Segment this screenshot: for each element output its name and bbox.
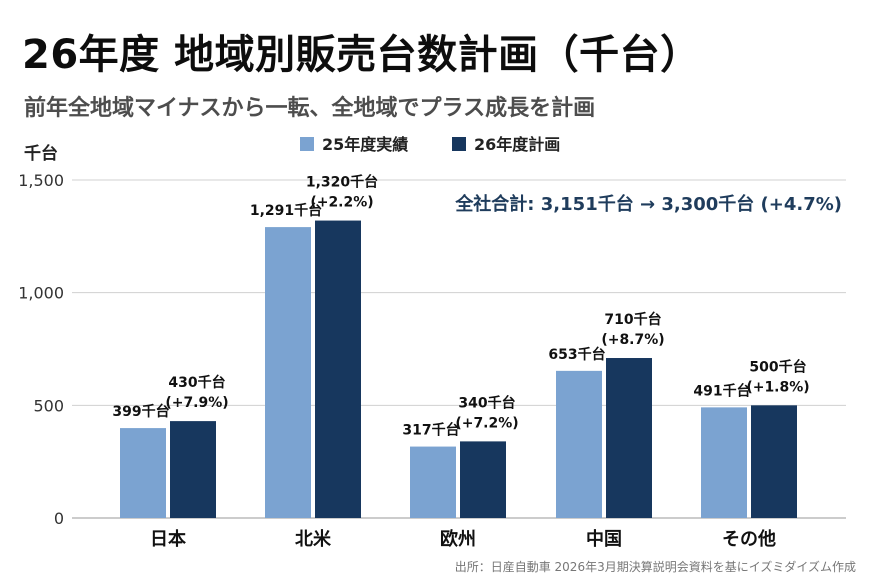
- y-tick-label: 1,000: [18, 284, 64, 303]
- bar-series-2: [315, 220, 361, 518]
- data-label: 1,320千台: [306, 174, 378, 191]
- y-tick-label: 0: [54, 509, 64, 528]
- growth-label: (+7.2%): [455, 415, 518, 431]
- legend-label: 25年度実績: [322, 135, 408, 154]
- bar-series-1: [556, 370, 602, 518]
- data-label: 653千台: [548, 346, 605, 363]
- data-label: 710千台: [604, 311, 661, 328]
- bar-series-1: [701, 407, 747, 518]
- data-label: 1,291千台: [250, 202, 322, 219]
- bar-series-1: [265, 227, 311, 518]
- growth-label: (+1.8%): [746, 379, 809, 395]
- legend-swatch: [300, 137, 314, 151]
- growth-label: (+7.9%): [165, 395, 228, 411]
- data-label: 491千台: [693, 382, 750, 399]
- x-tick-label: 日本: [150, 528, 186, 550]
- x-tick-label: その他: [722, 528, 776, 550]
- legend-swatch: [452, 137, 466, 151]
- bar-series-2: [606, 358, 652, 518]
- x-tick-label: 欧州: [440, 528, 476, 550]
- data-label: 340千台: [458, 394, 515, 411]
- bar-series-1: [410, 446, 456, 518]
- growth-label: (+2.2%): [310, 195, 373, 211]
- data-label: 399千台: [112, 403, 169, 420]
- data-label: 500千台: [749, 358, 806, 375]
- bar-series-2: [170, 421, 216, 518]
- growth-label: (+8.7%): [601, 332, 664, 348]
- legend-label: 26年度計画: [474, 135, 560, 154]
- y-tick-label: 1,500: [18, 171, 64, 190]
- x-tick-label: 北米: [295, 528, 332, 550]
- y-tick-label: 500: [33, 396, 64, 415]
- chart-subtitle: 前年全地域マイナスから一転、全地域でプラス成長を計画: [24, 96, 596, 121]
- total-annotation: 全社合計: 3,151千台 → 3,300千台 (+4.7%): [454, 193, 842, 215]
- bar-series-2: [460, 441, 506, 518]
- chart-title: 26年度 地域別販売台数計画（千台）: [22, 32, 701, 78]
- data-label: 430千台: [168, 374, 225, 391]
- source-note: 出所：日産自動車 2026年3月期決算説明会資料を基にイズミダイズム作成: [454, 560, 856, 574]
- bar-series-1: [120, 428, 166, 518]
- x-tick-label: 中国: [586, 528, 622, 550]
- y-axis-label: 千台: [24, 143, 58, 164]
- bar-series-2: [751, 405, 797, 518]
- data-label: 317千台: [402, 422, 459, 439]
